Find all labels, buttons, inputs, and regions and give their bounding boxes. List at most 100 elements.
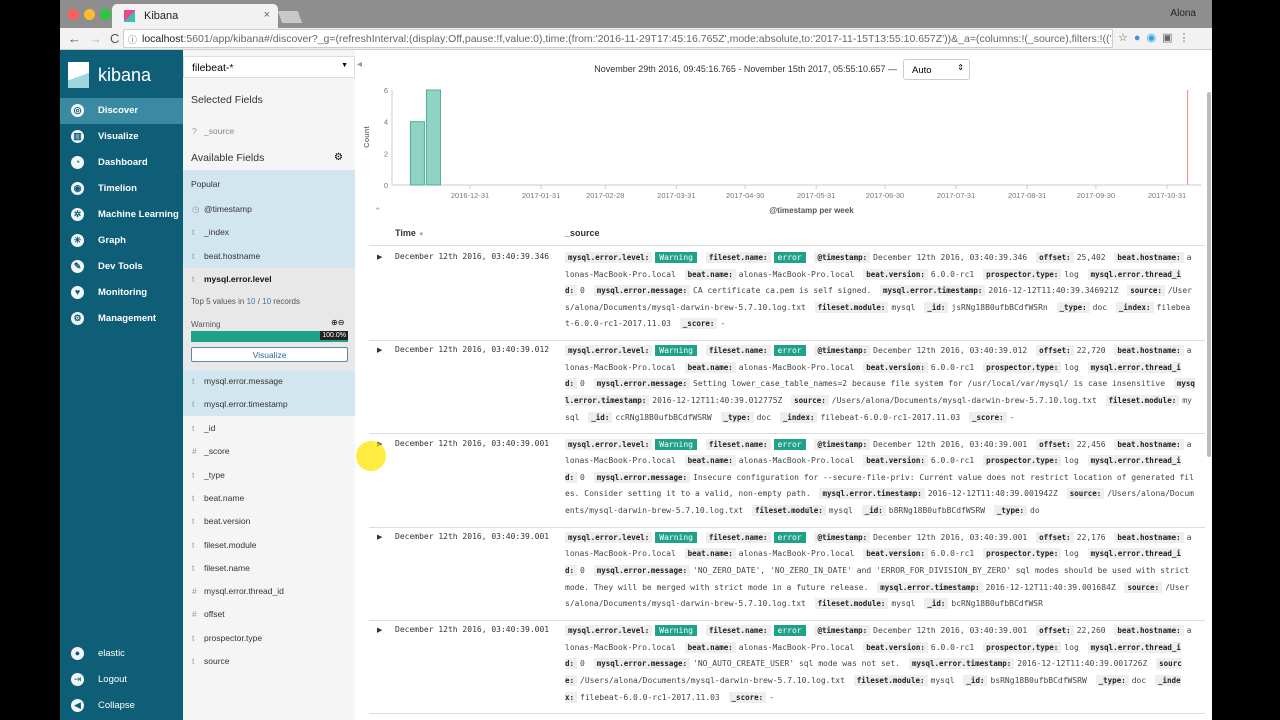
field-key: source: [791,395,829,407]
field-key: source: [1124,581,1163,593]
nav-item-machine-learning[interactable]: ✲ Machine Learning [60,202,183,228]
field-item[interactable]: t prospector.type [183,627,355,650]
field-item[interactable]: # mysql.error.thread_id [183,580,355,603]
nav-item-dashboard[interactable]: ◔ Dashboard [60,150,183,176]
field-key: @timestamp: [814,531,871,543]
url-input[interactable]: ⓘ localhost:5601/app/kibana#/discover?_g=… [123,29,1113,48]
field-item[interactable]: # offset [183,603,355,626]
kibana-logo-icon [68,62,89,88]
field-key: mysql.error.message: [593,565,690,577]
field-name: beat.hostname [204,250,261,261]
nav-item-graph[interactable]: ✳ Graph [60,228,183,254]
caret-down-icon: ▼ [341,62,348,69]
field-key: offset: [1036,345,1074,357]
extension-icon[interactable]: ▣ [1162,32,1179,44]
extension-icon[interactable]: ● [1133,32,1147,44]
field-key: _id: [924,301,949,313]
nav-item-discover[interactable]: ◎ Discover [60,98,183,124]
selected-fields-heading: Selected Fields [191,94,263,106]
index-pattern-select[interactable]: filebeat-* ▼ [183,56,355,78]
gear-icon: ⚙ [71,312,84,325]
zoom-in-filter-icon[interactable]: ⊕ [331,318,338,327]
expand-row-icon[interactable]: ▶ [377,347,383,355]
sort-icon[interactable]: ▼ [418,232,425,238]
minimize-window-button[interactable] [84,9,95,20]
kibana-logo[interactable]: kibana [60,50,183,100]
field-value: alonas-MacBook-Pro.local [738,642,855,652]
nav-item-elastic[interactable]: ● elastic [60,641,183,667]
time-column-header[interactable]: Time ▼ [395,228,424,238]
reload-icon[interactable]: C [110,31,128,46]
field-item[interactable]: t fileset.name [183,557,355,580]
table-row: ▶ December 12th 2016, 03:40:39.012 mysql.e… [369,341,1205,435]
field-value: - [720,319,726,329]
field-item[interactable]: ◷ @timestamp [183,198,355,221]
field-key: prospector.type: [983,268,1062,280]
histogram-bar[interactable] [409,121,425,186]
field-item[interactable]: # _score [183,440,355,463]
field-key: @timestamp: [814,438,871,450]
star-icon[interactable]: ☆ [1118,32,1134,44]
field-item[interactable]: t beat.name [183,487,355,510]
field-item-mysql-error-level[interactable]: t mysql.error.level [183,268,355,291]
nav-label: Discover [98,105,139,116]
summary-total[interactable]: 10 [262,297,272,306]
field-item[interactable]: t _index [183,221,355,244]
highlighted-value: Warning [655,252,697,263]
histogram-bar[interactable] [425,89,441,186]
highlighted-value: error [773,438,806,450]
close-tab-icon[interactable]: × [263,9,270,21]
scrollbar[interactable] [1207,92,1211,457]
field-item-source[interactable]: ? _source [183,120,355,143]
field-value: doc [756,412,772,422]
profile-name[interactable]: Alona [1170,8,1196,19]
field-name: mysql.error.level [204,274,272,284]
gear-icon[interactable]: ⚙ [334,152,343,163]
field-name: mysql.error.thread_id [204,586,284,597]
expand-row-icon[interactable]: ▶ [377,254,383,261]
field-item[interactable]: t _id [183,417,355,440]
field-type-icon: # [192,609,197,620]
field-value: alonas-MacBook-Pro.local [565,346,1192,372]
zoom-out-filter-icon[interactable]: ⊖ [337,318,345,327]
new-tab-button[interactable] [277,11,303,23]
back-icon[interactable]: ← [68,31,89,46]
nav-item-monitoring[interactable]: ♥ Monitoring [60,280,183,306]
nav-item-collapse[interactable]: ◀ Collapse [60,693,183,719]
highlighted-value: error [773,252,806,263]
nav-item-timelion[interactable]: ◉ Timelion [60,176,183,202]
field-item[interactable]: t fileset.module [183,534,355,557]
expand-row-icon[interactable]: ▶ [377,627,383,635]
field-value: December 12th 2016, 03:40:39.001 [873,532,1028,542]
field-item[interactable]: t beat.hostname [183,245,355,268]
forward-icon[interactable]: → [89,31,110,46]
nav-item-visualize[interactable]: ▥ Visualize [60,124,183,150]
field-item[interactable]: t _type [183,464,355,487]
field-key: mysql.error.timestamp: [880,285,986,297]
close-window-button[interactable] [68,9,79,20]
expand-row-icon[interactable]: ▶ [377,533,383,541]
field-value: - [1009,412,1015,422]
field-value: bcRNg18B0ufbBCdfWSR [951,599,1043,609]
field-item[interactable]: t source [183,650,355,673]
popular-label: Popular [191,179,221,189]
extension-icon[interactable]: ◉ [1146,32,1163,44]
field-type-icon: t [192,274,195,284]
nav-item-management[interactable]: ⚙ Management [60,306,183,332]
collapse-chart-icon[interactable]: ⌃ [374,206,382,216]
field-item[interactable]: t beat.version [183,510,355,533]
nav-item-dev-tools[interactable]: ✎ Dev Tools [60,254,183,280]
summary-count[interactable]: 10 [246,297,256,306]
field-item[interactable]: t mysql.error.message [183,370,355,393]
row-time: December 12th 2016, 03:40:39.001 [395,625,550,635]
nav-item-logout[interactable]: ⇥ Logout [60,667,183,693]
field-key: mysql.error.level: [565,531,653,543]
visualize-button[interactable]: Visualize [191,347,348,362]
collapse-sidebar-icon[interactable]: ◂ [357,59,363,70]
maximize-window-button[interactable] [100,9,111,20]
nav-label: Visualize [98,131,139,142]
interval-select[interactable]: Auto ⇕ [903,59,970,80]
menu-icon[interactable]: ⋮ [1178,32,1196,44]
field-item[interactable]: t mysql.error.timestamp [183,393,355,416]
browser-tab[interactable]: Kibana × [112,4,278,28]
